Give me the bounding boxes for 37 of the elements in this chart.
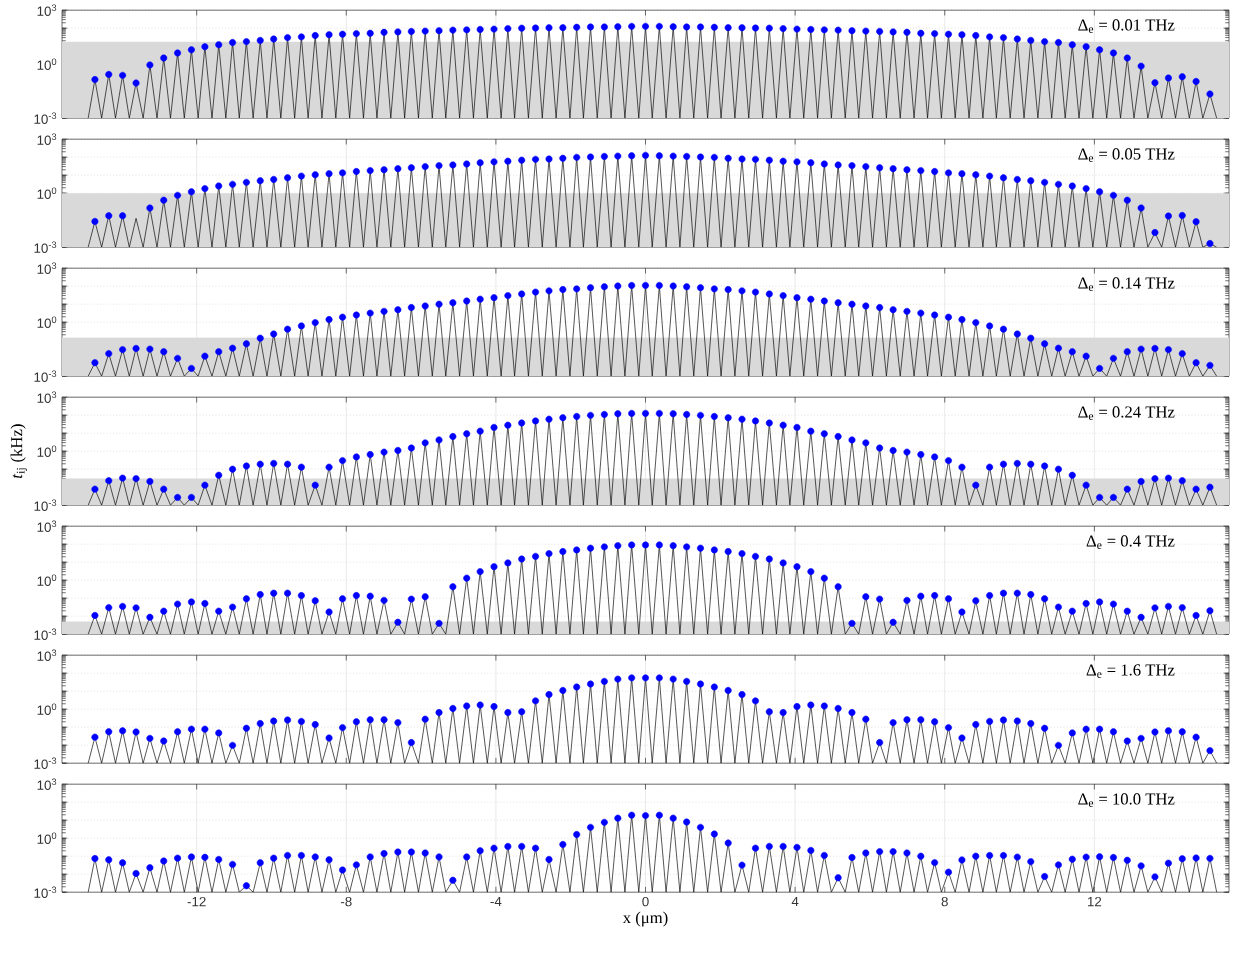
y-tick-label: 10$^{0}$ xyxy=(37,832,57,844)
y-tick-label: 10$^{-3}$ xyxy=(34,370,57,382)
y-tick-label: 10$^{0}$ xyxy=(37,187,57,199)
x-tick-label: 4 xyxy=(791,896,799,906)
annotation: Δ$_{e}$ = 0.01 THz xyxy=(1078,19,1175,33)
y-tick-label: 10$^{3}$ xyxy=(37,4,57,16)
annotation: Δ$_{e}$ = 0.05 THz xyxy=(1078,148,1175,162)
y-tick-label: 10$^{3}$ xyxy=(37,133,57,145)
y-tick-label: 10$^{3}$ xyxy=(37,391,57,403)
y-axis-title: t$_{ij}$ (kHz) xyxy=(10,424,28,478)
annotation: Δ$_{e}$ = 10.0 THz xyxy=(1078,793,1175,807)
y-tick-label: 10$^{-3}$ xyxy=(34,241,57,253)
annotation: Δ$_{e}$ = 1.6 THz xyxy=(1086,664,1175,678)
y-tick-label: 10$^{0}$ xyxy=(37,316,57,328)
x-tick-label: 8 xyxy=(941,896,948,907)
y-tick-label: 10$^{-3}$ xyxy=(34,499,57,511)
y-tick-label: 10$^{3}$ xyxy=(37,649,57,661)
y-tick-label: 10$^{0}$ xyxy=(37,445,57,457)
x-axis-title: x (μm) xyxy=(622,911,668,927)
y-tick-label: 10$^{0}$ xyxy=(37,703,57,715)
x-tick-label: 12 xyxy=(1087,896,1102,907)
y-tick-label: 10$^{3}$ xyxy=(37,262,57,274)
x-tick-label: 0 xyxy=(642,896,649,907)
y-tick-label: 10$^{-3}$ xyxy=(34,112,57,124)
y-tick-label: 10$^{3}$ xyxy=(37,520,57,532)
annotation: Δ$_{e}$ = 0.24 THz xyxy=(1078,406,1175,420)
annotation: Δ$_{e}$ = 0.14 THz xyxy=(1078,277,1175,291)
x-tick-label: -12 xyxy=(187,896,206,907)
x-tick-label: -8 xyxy=(340,896,352,907)
y-tick-label: 10$^{-3}$ xyxy=(34,886,57,898)
y-tick-label: 10$^{0}$ xyxy=(37,574,57,586)
y-tick-label: 10$^{0}$ xyxy=(37,58,57,70)
annotation: Δ$_{e}$ = 0.4 THz xyxy=(1086,535,1175,549)
x-tick-label: -4 xyxy=(490,896,502,906)
y-tick-label: 10$^{-3}$ xyxy=(34,757,57,769)
y-tick-label: 10$^{-3}$ xyxy=(34,628,57,640)
y-tick-label: 10$^{3}$ xyxy=(37,778,57,790)
